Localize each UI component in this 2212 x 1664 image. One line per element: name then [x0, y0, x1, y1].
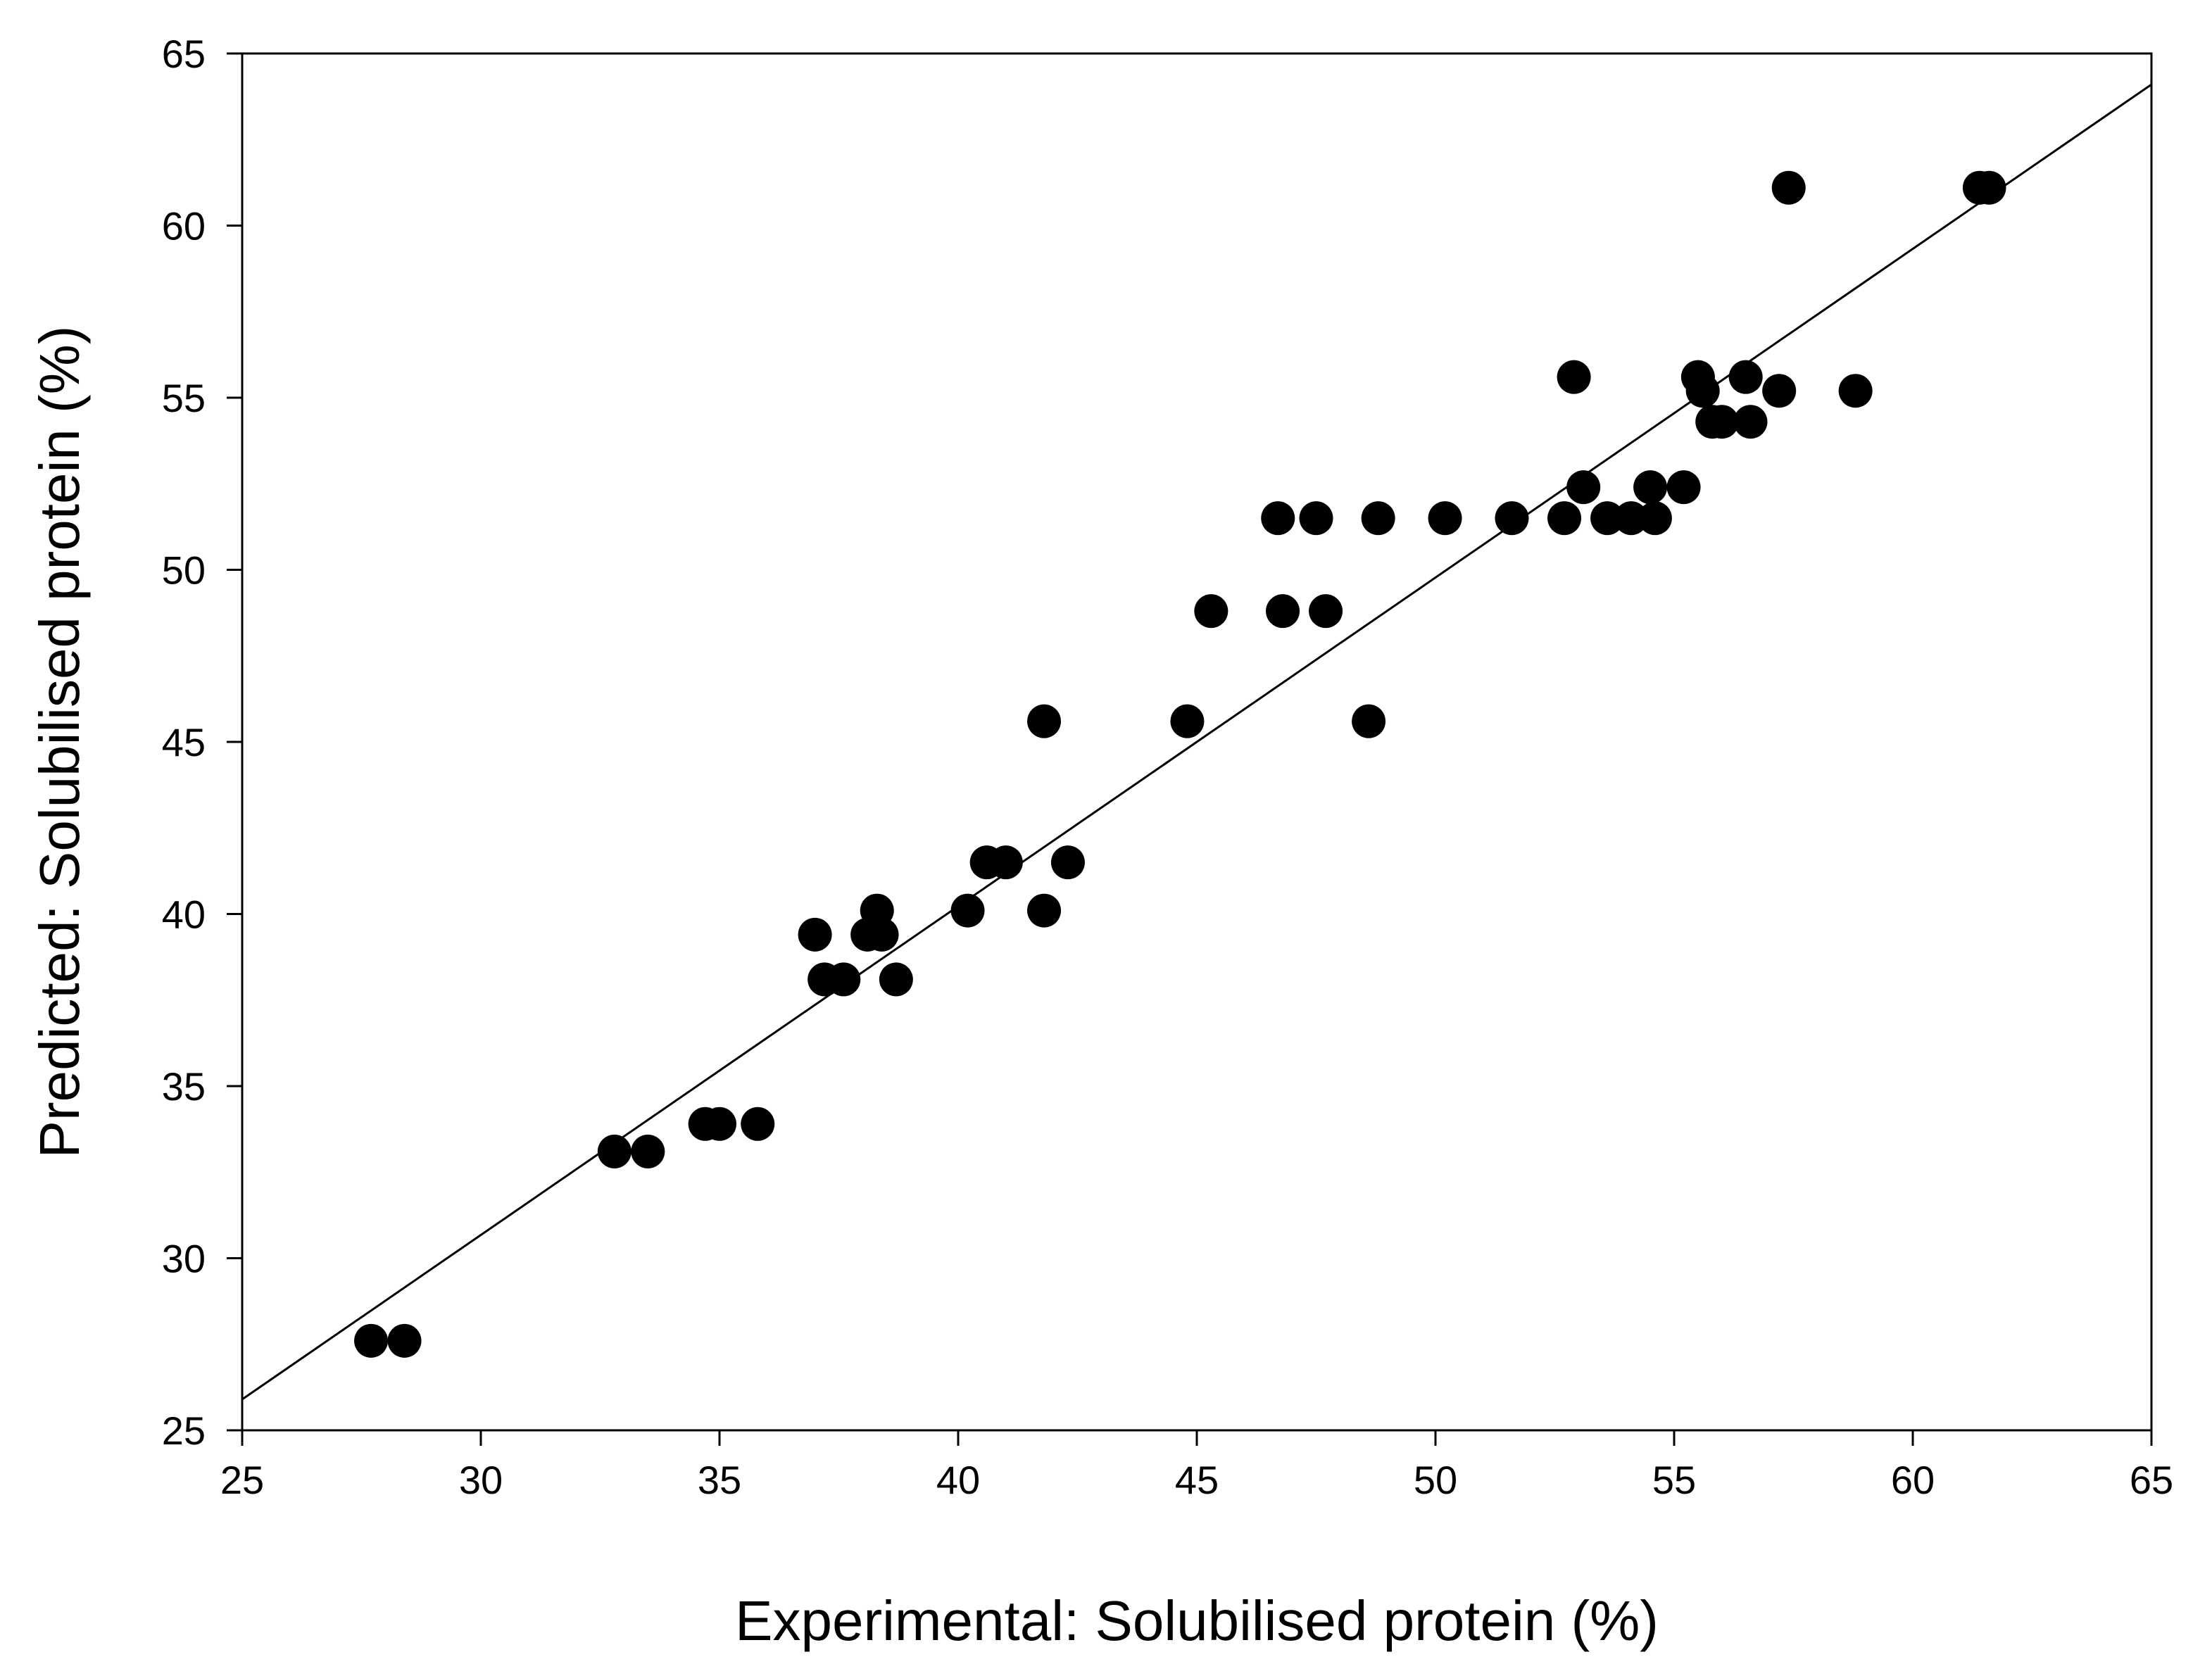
data-point	[950, 893, 985, 928]
data-point	[1704, 405, 1739, 439]
x-tick-label: 40	[936, 1458, 980, 1502]
data-point	[1495, 501, 1529, 536]
data-point	[879, 962, 913, 997]
y-axis: 25 30 35 40 45 50 55 60 65	[162, 32, 242, 1453]
data-point	[703, 1107, 736, 1141]
y-tick-label: 45	[162, 720, 206, 764]
data-point	[827, 962, 861, 997]
data-point	[1728, 360, 1763, 394]
data-point	[1361, 501, 1395, 536]
data-point	[1261, 501, 1295, 536]
x-tick-label: 25	[220, 1458, 264, 1502]
y-tick-label: 65	[162, 32, 206, 76]
data-point	[1771, 170, 1806, 205]
x-axis-label: Experimental: Solubilised protein (%)	[735, 1589, 1659, 1652]
data-point	[1666, 470, 1701, 505]
regression-line	[241, 83, 2152, 1401]
data-point	[1428, 501, 1462, 536]
y-tick-label: 55	[162, 376, 206, 420]
y-tick-label: 30	[162, 1237, 206, 1281]
data-point	[1050, 845, 1085, 880]
data-point	[1309, 594, 1343, 629]
x-tick-label: 30	[459, 1458, 503, 1502]
data-point	[1557, 360, 1591, 394]
data-point	[1027, 704, 1062, 738]
x-tick-label: 35	[698, 1458, 741, 1502]
data-point	[741, 1107, 775, 1141]
data-point	[1685, 374, 1720, 408]
data-point	[1266, 594, 1300, 629]
y-tick-label: 40	[162, 893, 206, 937]
x-tick-label: 45	[1175, 1458, 1219, 1502]
y-tick-label: 60	[162, 204, 206, 248]
data-point	[1194, 594, 1228, 629]
data-point	[1633, 470, 1668, 505]
data-point	[1733, 405, 1768, 439]
data-point	[798, 917, 832, 952]
data-point	[1547, 501, 1582, 536]
data-point	[387, 1323, 422, 1358]
data-point	[1566, 470, 1601, 505]
x-tick-label: 50	[1414, 1458, 1457, 1502]
data-point	[1972, 170, 2006, 205]
y-tick-label: 50	[162, 548, 206, 593]
data-point	[1352, 704, 1386, 738]
data-point	[1614, 501, 1648, 536]
data-point	[1838, 374, 1873, 408]
data-point	[597, 1134, 631, 1168]
data-point	[1590, 501, 1625, 536]
data-point	[631, 1134, 665, 1168]
x-axis: 25 30 35 40 45 50 55 60 65	[220, 1430, 2173, 1502]
data-point	[354, 1323, 389, 1358]
y-tick-label: 35	[162, 1064, 206, 1109]
data-point	[1027, 893, 1062, 928]
data-point	[1170, 704, 1205, 738]
x-tick-label: 55	[1652, 1458, 1696, 1502]
x-tick-label: 65	[2130, 1458, 2173, 1502]
data-point	[1299, 501, 1333, 536]
y-axis-label: Predicted: Solubilised protein (%)	[28, 326, 91, 1159]
data-point	[988, 845, 1023, 880]
data-points	[354, 170, 2006, 1358]
x-tick-label: 60	[1891, 1458, 1935, 1502]
data-point	[1638, 501, 1672, 536]
data-point	[865, 917, 899, 952]
data-point	[1762, 374, 1797, 408]
y-tick-label: 25	[162, 1408, 206, 1453]
